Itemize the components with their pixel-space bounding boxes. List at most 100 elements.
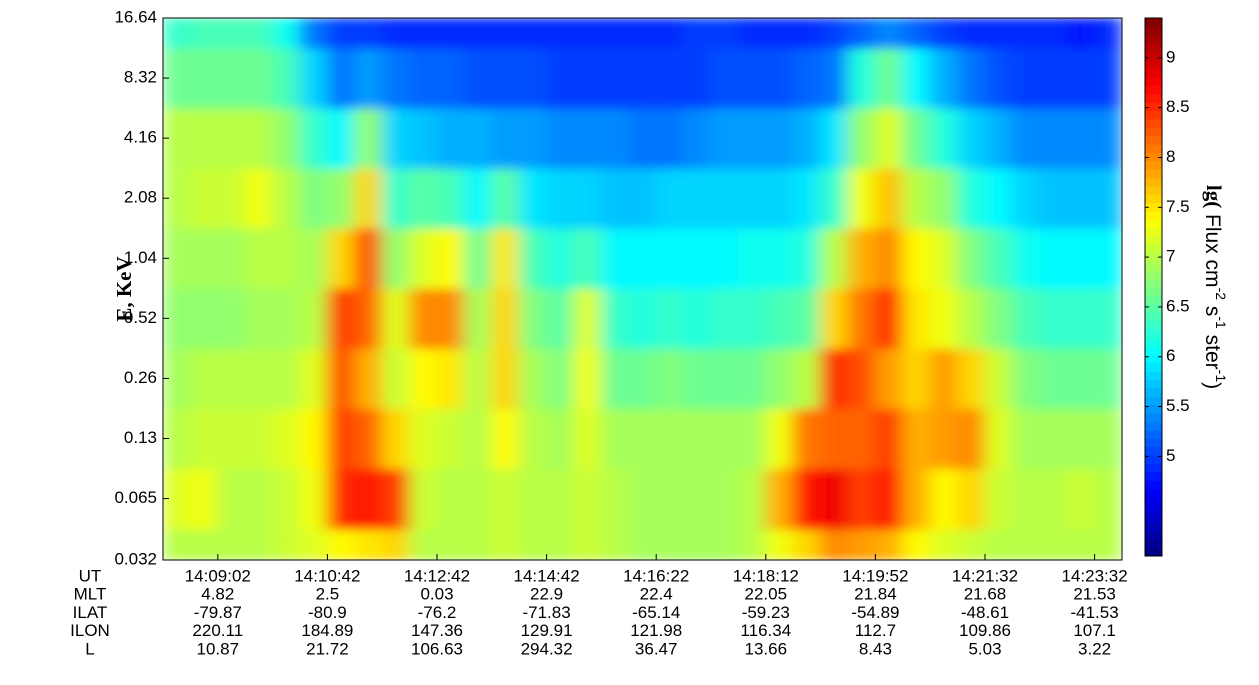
- heat-cell: [628, 18, 657, 49]
- heat-cell: [326, 468, 356, 530]
- heat-cell: [381, 167, 411, 229]
- colorbar-strip: [1145, 345, 1162, 355]
- heat-cell: [381, 227, 411, 289]
- table-value: -76.2: [418, 603, 457, 622]
- heat-cell: [491, 18, 520, 49]
- heat-cell: [902, 407, 931, 470]
- heat-cell: [737, 167, 767, 229]
- heat-cell: [1039, 528, 1068, 560]
- heat-cell: [463, 407, 493, 470]
- colorbar-strip: [1145, 505, 1162, 515]
- colorbar-strip: [1145, 244, 1162, 254]
- heat-cell: [710, 528, 739, 560]
- x-tick-label: 14:10:42: [294, 566, 360, 585]
- heat-cell: [1039, 167, 1068, 229]
- heat-cell: [874, 528, 904, 560]
- heat-cell: [217, 107, 246, 169]
- heat-cell: [546, 468, 575, 530]
- heat-cell: [326, 18, 356, 49]
- heat-cell: [463, 227, 493, 289]
- heat-cell: [326, 47, 356, 109]
- table-row-label: ILAT: [73, 603, 108, 622]
- heat-cell: [929, 287, 959, 349]
- colorbar-strip: [1145, 547, 1162, 557]
- heat-cell: [847, 347, 876, 409]
- heat-cell: [354, 107, 383, 169]
- heat-cell: [518, 468, 548, 530]
- heat-cell: [765, 287, 794, 349]
- heat-cell: [929, 47, 959, 109]
- heat-cell: [217, 347, 246, 409]
- heat-cell: [163, 528, 191, 560]
- colorbar-strip: [1145, 252, 1162, 263]
- colorbar-strip: [1145, 202, 1162, 212]
- heat-cell: [546, 107, 575, 169]
- y-tick-label: 2.08: [124, 188, 157, 207]
- heat-cell: [163, 18, 191, 49]
- heat-cell: [189, 287, 219, 349]
- heat-cell: [820, 47, 849, 109]
- heat-cell: [737, 468, 767, 530]
- heat-cell: [381, 347, 411, 409]
- heat-cell: [792, 47, 822, 109]
- heat-cell: [244, 47, 274, 109]
- table-value: 22.9: [530, 584, 563, 603]
- heat-cell: [546, 47, 575, 109]
- heat-cell: [683, 347, 712, 409]
- heat-cell: [600, 47, 630, 109]
- heat-cell: [820, 18, 849, 49]
- heat-cell: [354, 347, 383, 409]
- table-value: 8.43: [859, 639, 892, 658]
- heat-cell: [491, 407, 520, 470]
- heat-cell: [874, 287, 904, 349]
- heat-cell: [820, 468, 849, 530]
- heat-cell: [1011, 167, 1041, 229]
- heat-cell: [710, 18, 739, 49]
- heat-cell: [354, 167, 383, 229]
- heat-cell: [546, 407, 575, 470]
- heat-cell: [820, 167, 849, 229]
- heat-cell: [326, 287, 356, 349]
- heat-cell: [573, 18, 602, 49]
- colorbar-label-part: lg(: [1202, 185, 1226, 208]
- heat-cell: [929, 528, 959, 560]
- heat-cell: [272, 227, 301, 289]
- heat-cell: [272, 528, 301, 560]
- table-value: -41.53: [1070, 603, 1118, 622]
- heat-cell: [436, 347, 465, 409]
- heat-cell: [1011, 227, 1041, 289]
- colorbar-strip: [1145, 336, 1162, 347]
- table-value: 22.4: [640, 584, 673, 603]
- heat-cell: [710, 468, 739, 530]
- heat-cell: [1094, 167, 1122, 229]
- table-value: 10.87: [197, 639, 240, 658]
- heat-cell: [628, 347, 657, 409]
- heat-cell: [326, 347, 356, 409]
- y-tick-label: 0.065: [114, 488, 157, 507]
- heat-cell: [463, 167, 493, 229]
- table-value: 184.89: [301, 621, 353, 640]
- heat-cell: [792, 468, 822, 530]
- colorbar-label-part: -1: [1213, 316, 1229, 329]
- colorbar-strip: [1145, 168, 1162, 179]
- heat-cell: [573, 167, 602, 229]
- heat-cell: [1066, 407, 1096, 470]
- heat-cell: [600, 167, 630, 229]
- heat-cell: [683, 227, 712, 289]
- heat-cell: [957, 18, 986, 49]
- heat-cell: [1094, 18, 1122, 49]
- colorbar-strip: [1145, 126, 1162, 137]
- heat-cell: [600, 468, 630, 530]
- heat-cell: [491, 47, 520, 109]
- heat-cell: [381, 287, 411, 349]
- table-value: 4.82: [201, 584, 234, 603]
- colorbar-strip: [1145, 177, 1162, 187]
- heat-cell: [409, 227, 438, 289]
- heat-cell: [299, 347, 328, 409]
- heat-cell: [217, 167, 246, 229]
- heat-cell: [381, 407, 411, 470]
- heat-cell: [326, 107, 356, 169]
- heat-cell: [491, 287, 520, 349]
- heat-cell: [792, 287, 822, 349]
- heat-cell: [655, 18, 685, 49]
